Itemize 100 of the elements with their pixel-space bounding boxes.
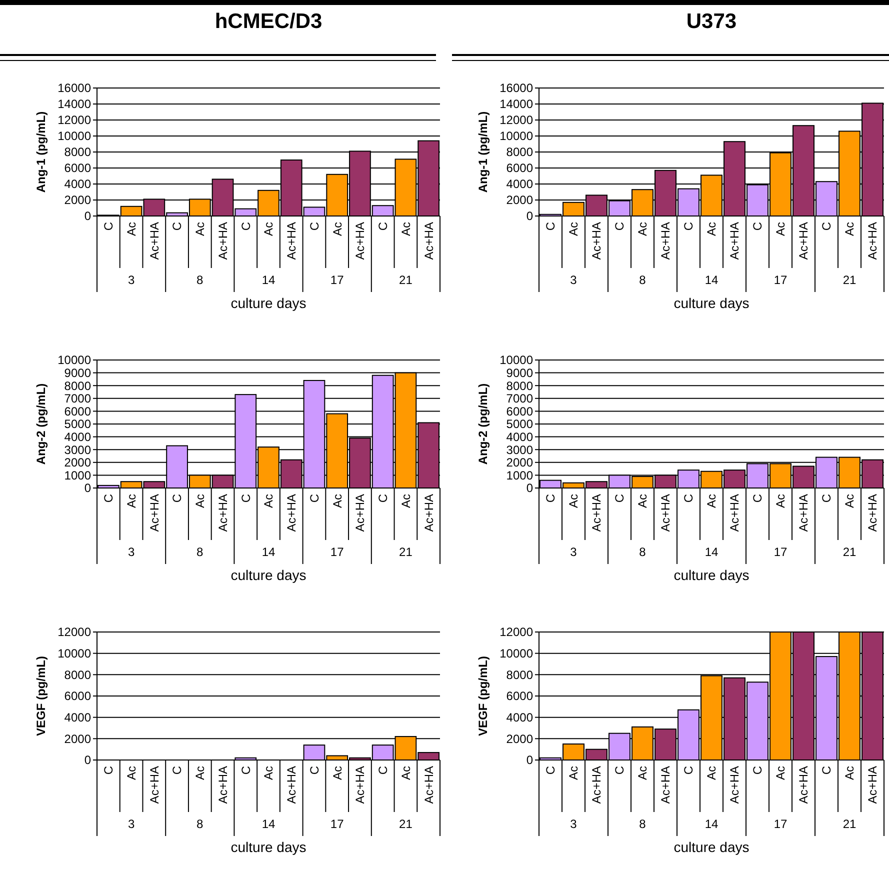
chart-title: U373 (686, 10, 737, 33)
y-tick-label: 10000 (500, 353, 534, 368)
text: C (612, 766, 627, 775)
text: Ac+HA (422, 766, 436, 804)
x-tick-label: 17 (330, 273, 344, 288)
text: Ac (636, 222, 650, 236)
x-tick-label: 21 (399, 273, 413, 288)
y-tick-label: 4000 (64, 177, 92, 192)
x-tick-label: 8 (639, 545, 646, 560)
text: Ac (398, 222, 413, 236)
x-axis-title: culture days (674, 839, 750, 855)
x-tick-label: 21 (842, 273, 856, 288)
y-tick-label: 0 (526, 481, 534, 496)
x-tick-label: 3 (128, 545, 135, 560)
text: Ac (262, 222, 276, 236)
x-axis-title: culture days (674, 567, 750, 583)
text: Ac (842, 766, 857, 780)
y-tick-label: 8000 (506, 378, 534, 393)
y-tick-label: 10000 (58, 646, 92, 661)
text: Ac (193, 766, 208, 780)
x-tick-label: 14 (262, 817, 276, 832)
text: Ac (330, 766, 344, 780)
y-tick-label: 12000 (58, 625, 92, 640)
y-tick-label: 12000 (500, 113, 534, 128)
x-tick-label: 17 (330, 817, 344, 832)
text: C (820, 222, 834, 231)
y-tick-label: 2000 (506, 193, 534, 208)
text: Ac+HA (216, 766, 230, 804)
x-tick-label: 21 (842, 817, 856, 832)
text: Ac+HA (284, 222, 299, 260)
text: Ac (566, 766, 581, 780)
y-axis-title: VEGF (pg/mL) (476, 656, 490, 736)
y-tick-label: 5000 (506, 417, 534, 432)
y-tick-label: 6000 (64, 689, 92, 704)
text: C (820, 766, 834, 775)
y-tick-label: 10000 (500, 129, 534, 144)
text: C (238, 766, 253, 775)
text: C (238, 494, 253, 503)
text: Ac+HA (796, 222, 811, 260)
y-tick-label: 4000 (506, 710, 534, 725)
y-axis-title: VEGF (pg/mL) (34, 656, 48, 736)
x-tick-label: 8 (639, 273, 646, 288)
y-tick-label: 8000 (64, 145, 92, 160)
text: Ac+HA (147, 494, 162, 532)
text: Ac+HA (658, 494, 673, 532)
x-tick-label: 21 (842, 545, 856, 560)
y-tick-label: 2000 (64, 193, 92, 208)
x-tick-label: 17 (774, 273, 788, 288)
y-tick-label: 9000 (506, 366, 534, 380)
y-tick-label: 7000 (506, 392, 534, 406)
y-axis-title: Ang-2 (pg/mL) (476, 383, 490, 465)
y-tick-label: 2000 (64, 456, 92, 470)
text: C (544, 222, 558, 231)
text: C (376, 766, 390, 775)
text: Ac (636, 766, 650, 780)
text: Ac+HA (796, 766, 811, 804)
text: C (102, 766, 116, 775)
text: Ac (704, 766, 719, 780)
x-tick-label: 3 (570, 817, 578, 832)
text: Ac+HA (866, 222, 880, 260)
text: Ac (566, 222, 581, 236)
y-tick-label: 2000 (64, 732, 92, 746)
y-tick-label: 12000 (500, 625, 534, 640)
y-tick-label: 9000 (64, 366, 92, 380)
y-tick-label: 12000 (58, 113, 92, 128)
y-tick-label: 7000 (64, 392, 92, 406)
y-tick-label: 0 (84, 481, 92, 496)
y-tick-label: 5000 (64, 417, 92, 432)
x-axis-title: culture days (230, 839, 306, 855)
text: Ac+HA (658, 766, 673, 804)
text: Ac (193, 494, 208, 508)
y-tick-label: 0 (526, 753, 534, 768)
y-tick-label: 8000 (64, 378, 92, 393)
text: Ac (124, 222, 138, 236)
text: Ac (330, 222, 344, 236)
text: Ac+HA (422, 494, 436, 532)
y-tick-label: 10000 (500, 646, 534, 661)
text: C (612, 494, 627, 503)
text: Ac (636, 494, 650, 508)
text: C (307, 222, 322, 231)
text: C (682, 494, 696, 503)
text: C (170, 766, 184, 775)
x-tick-label: 21 (399, 817, 413, 832)
y-tick-label: 8000 (506, 668, 534, 682)
text: C (544, 766, 558, 775)
text: C (170, 222, 184, 231)
x-axis-title: culture days (674, 295, 750, 311)
text: Ac+HA (796, 494, 811, 532)
text: Ac (842, 222, 857, 236)
text: Ac (398, 494, 413, 508)
y-tick-label: 8000 (506, 145, 534, 160)
text: C (612, 222, 627, 231)
y-tick-label: 0 (526, 209, 534, 224)
text: Ac+HA (590, 222, 604, 260)
text: C (102, 222, 116, 231)
x-tick-label: 14 (262, 273, 276, 288)
text: C (238, 222, 253, 231)
x-axis-title: culture days (230, 567, 306, 583)
text: Ac+HA (353, 494, 368, 532)
text: Ac+HA (147, 222, 162, 260)
